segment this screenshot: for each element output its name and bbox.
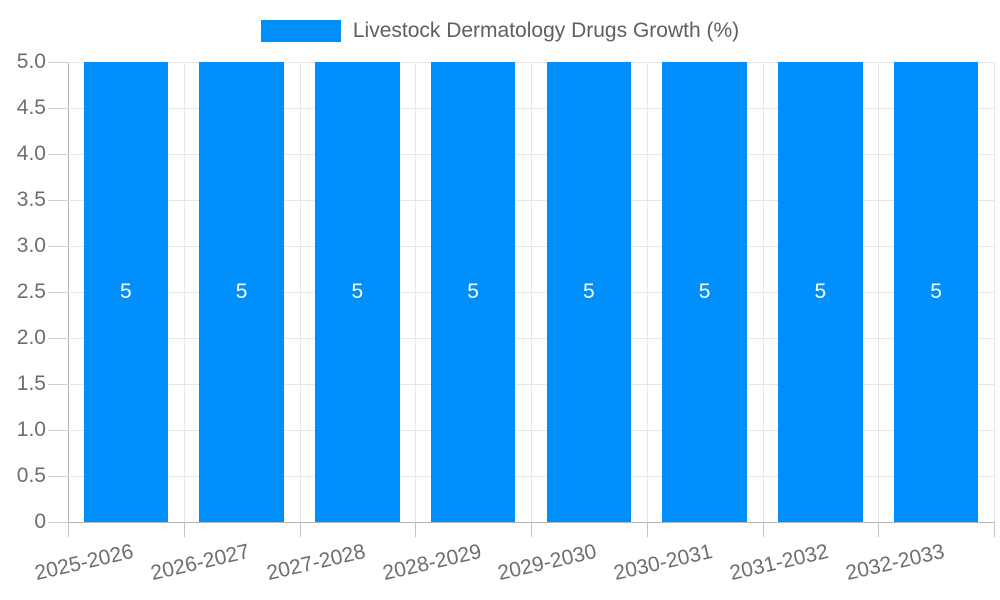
bar-value-label: 5 — [583, 280, 595, 303]
x-tick-label: 2027-2028 — [264, 540, 368, 586]
x-tick-label: 2025-2026 — [33, 540, 137, 586]
bar[interactable]: 5 — [430, 62, 516, 522]
y-tick-label: 2.5 — [16, 280, 46, 303]
plot-area: 5 5 5 5 5 5 5 5 — [68, 62, 995, 523]
y-tick-mark — [48, 62, 68, 63]
bar[interactable]: 5 — [778, 62, 863, 522]
y-tick-label: 1.0 — [16, 418, 46, 441]
y-tick-label: 1.5 — [16, 372, 46, 395]
bar-value-label: 5 — [235, 280, 248, 303]
x-gridline — [994, 62, 995, 522]
y-tick-label: 4.0 — [16, 142, 46, 165]
x-tick-label: 2032-2033 — [843, 540, 947, 586]
bar[interactable]: 5 — [199, 62, 284, 522]
bar-slot: 5 — [531, 62, 647, 522]
bar-slot: 5 — [647, 62, 763, 522]
bar-slot: 5 — [184, 62, 300, 522]
x-tick-label: 2029-2030 — [496, 540, 600, 586]
x-gridline — [878, 62, 880, 522]
x-tick-mark — [299, 522, 301, 537]
bar[interactable]: 5 — [546, 62, 632, 522]
legend-swatch — [260, 20, 341, 42]
x-tick-mark — [531, 522, 532, 537]
x-tick-mark — [68, 522, 69, 537]
y-tick-label: 3.5 — [16, 188, 46, 211]
bar-value-label: 5 — [698, 280, 711, 303]
y-tick-mark — [48, 430, 68, 431]
legend-item[interactable]: Livestock Dermatology Drugs Growth (%) — [260, 18, 740, 44]
bar-slot: 5 — [415, 62, 531, 522]
bar-slots: 5 5 5 5 5 5 5 5 — [68, 62, 994, 522]
bar-slot: 5 — [300, 62, 416, 522]
x-gridline — [183, 62, 185, 522]
bar-value-label: 5 — [467, 280, 479, 303]
x-tick-mark — [183, 522, 185, 537]
y-tick-mark — [48, 292, 68, 293]
y-tick-label: 4.5 — [16, 96, 46, 119]
x-tick-mark — [762, 522, 764, 537]
y-tick-mark — [48, 338, 68, 339]
bar[interactable]: 5 — [315, 62, 400, 522]
x-tick-label: 2031-2032 — [727, 540, 831, 586]
y-tick-label: 0 — [34, 510, 46, 533]
y-tick-mark — [48, 246, 68, 247]
x-gridline — [415, 62, 417, 522]
x-tick-label: 2028-2029 — [380, 540, 484, 586]
y-tick-label: 2.0 — [16, 326, 46, 349]
x-gridline — [299, 62, 301, 522]
legend: Livestock Dermatology Drugs Growth (%) — [0, 18, 1000, 44]
x-gridline — [531, 62, 532, 522]
x-tick-label: 2030-2031 — [611, 540, 715, 586]
bar-slot: 5 — [763, 62, 879, 522]
x-tick-mark — [994, 522, 995, 537]
bar-value-label: 5 — [120, 280, 132, 303]
bar[interactable]: 5 — [662, 62, 747, 522]
y-tick-label: 0.5 — [16, 464, 46, 487]
y-tick-mark — [48, 384, 68, 385]
bar-slot: 5 — [68, 62, 184, 522]
y-tick-mark — [48, 476, 68, 477]
x-tick-mark — [646, 522, 648, 537]
bar[interactable]: 5 — [893, 62, 979, 522]
bar-value-label: 5 — [814, 280, 827, 303]
x-gridline — [762, 62, 764, 522]
x-tick-label: 2026-2027 — [148, 540, 252, 586]
x-tick-mark — [878, 522, 880, 537]
y-tick-mark — [48, 200, 68, 201]
y-tick-label: 5.0 — [16, 50, 46, 73]
bar-value-label: 5 — [930, 280, 942, 303]
x-tick-mark — [415, 522, 417, 537]
x-gridline — [646, 62, 648, 522]
bar[interactable]: 5 — [83, 62, 169, 522]
bar-slot: 5 — [878, 62, 994, 522]
legend-label: Livestock Dermatology Drugs Growth (%) — [352, 19, 740, 42]
bar-value-label: 5 — [351, 280, 364, 303]
y-tick-mark — [48, 108, 68, 109]
y-tick-mark — [48, 522, 68, 523]
y-tick-label: 3.0 — [16, 234, 46, 257]
y-tick-mark — [48, 154, 68, 155]
